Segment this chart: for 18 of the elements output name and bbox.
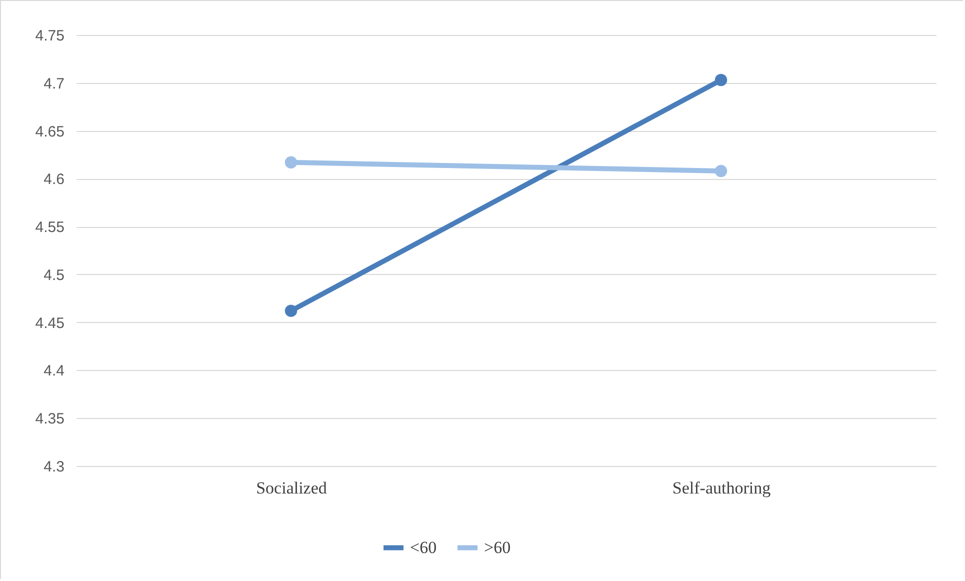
- y-tick-label: 4.45: [35, 314, 64, 332]
- y-tick-label: 4.75: [35, 28, 64, 44]
- point: [714, 164, 728, 178]
- x-tick-label: Self-authoring: [672, 478, 772, 498]
- point: [714, 74, 728, 86]
- legend-label: <60: [410, 538, 437, 557]
- y-tick-label: 4.35: [35, 410, 64, 428]
- legend-label: >60: [484, 538, 511, 557]
- y-tick-label: 4.55: [35, 219, 64, 236]
- y-tick-label: 4.5: [44, 266, 64, 284]
- y-tick-label: 4.7: [44, 75, 64, 92]
- y-tick-label: 4.3: [44, 458, 64, 476]
- y-tick-label: 4.4: [44, 362, 64, 380]
- point: [284, 156, 298, 168]
- y-tick-label: 4.65: [35, 123, 64, 140]
- point: [284, 304, 298, 317]
- x-tick-label: Socialized: [256, 478, 328, 498]
- y-tick-label: 4.6: [44, 171, 64, 188]
